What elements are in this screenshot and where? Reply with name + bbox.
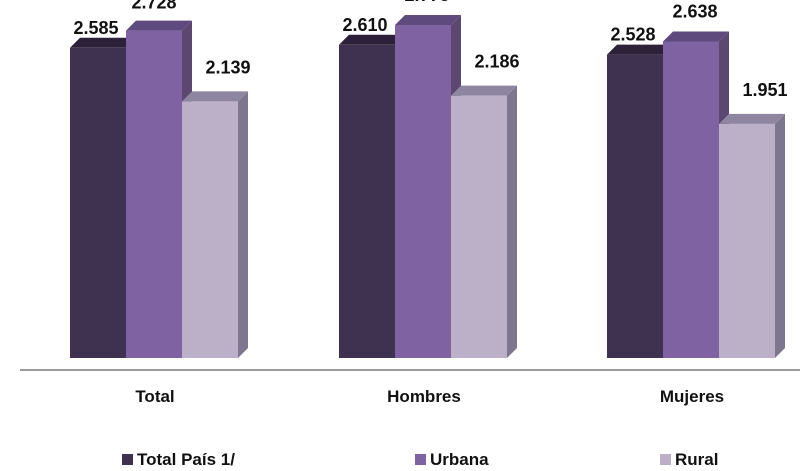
value-labels-group: 2.585 2.728 2.139 2.610 2.775 2.186 2.528 2.638… <box>73 0 787 100</box>
bar-total-urbana <box>126 20 192 358</box>
bar-front <box>70 47 126 359</box>
data-label: 2.775 <box>404 0 449 5</box>
category-labels-group: Total Hombres Mujeres <box>135 387 724 406</box>
bar-top <box>451 85 517 96</box>
bar-front <box>395 25 451 358</box>
legend-item: Total País 1/ <box>122 450 235 469</box>
data-label: 2.139 <box>205 57 250 77</box>
bar-top <box>126 20 192 31</box>
category-label: Hombres <box>387 387 461 406</box>
bar-front <box>126 30 182 358</box>
legend-item: Rural <box>660 450 718 469</box>
bar-top <box>70 37 136 48</box>
data-label: 2.186 <box>474 52 519 72</box>
data-label: 2.728 <box>131 0 176 13</box>
legend: Total País 1/Urbana Rural <box>122 450 718 469</box>
bar-top <box>607 44 673 55</box>
bar-side <box>238 91 248 358</box>
data-label: 2.585 <box>73 18 118 38</box>
bar-top <box>719 113 785 124</box>
bar-mujeres-rural <box>719 113 785 358</box>
bar-side <box>775 113 785 358</box>
category-label: Mujeres <box>660 387 724 406</box>
legend-label: Urbana <box>430 450 489 469</box>
legend-swatch <box>415 454 426 465</box>
legend-label: Rural <box>675 450 718 469</box>
bar-front <box>607 54 663 358</box>
bars-group <box>70 15 785 359</box>
bar-side <box>507 85 517 359</box>
bar-front <box>182 101 238 358</box>
legend-swatch <box>122 454 133 465</box>
bar-front <box>451 95 507 359</box>
bar-top <box>339 34 405 45</box>
legend-swatch <box>660 454 671 465</box>
data-label: 2.610 <box>342 15 387 35</box>
bar-mujeres-urbana <box>663 31 729 358</box>
bar-top <box>395 15 461 25</box>
bar-front <box>719 123 775 358</box>
data-label: 2.638 <box>672 1 717 21</box>
bar-front <box>339 44 395 359</box>
data-label: 1.951 <box>742 80 787 100</box>
bar-total-rural <box>182 91 248 358</box>
bar-hombres-rural <box>451 85 517 359</box>
bar-front <box>663 41 719 358</box>
category-label: Total <box>135 387 174 406</box>
legend-label: Total País 1/ <box>137 450 235 469</box>
legend-item: Urbana <box>415 450 489 469</box>
bar-top <box>182 91 248 102</box>
data-label: 2.528 <box>610 25 655 45</box>
bar-top <box>663 31 729 42</box>
